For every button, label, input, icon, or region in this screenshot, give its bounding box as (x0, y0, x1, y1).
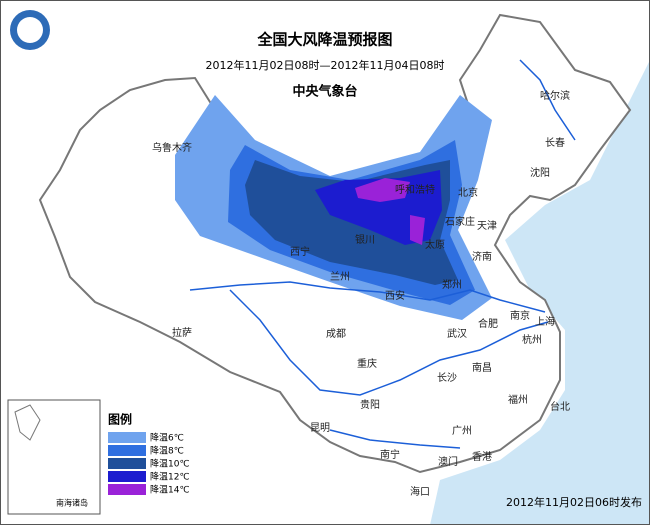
city-label: 武汉 (447, 327, 467, 340)
city-label: 合肥 (478, 317, 498, 330)
city-label: 乌鲁木齐 (152, 141, 192, 154)
city-label: 长春 (545, 137, 565, 149)
city-label: 石家庄 (445, 215, 475, 228)
city-label: 银川 (355, 233, 375, 246)
city-label: 南昌 (472, 361, 492, 374)
river (329, 429, 461, 449)
sea (430, 60, 650, 525)
city-label: 哈尔滨 (540, 89, 570, 102)
city-label: 福州 (508, 393, 528, 406)
release-time: 2012年11月02日06时发布 (506, 495, 642, 509)
rivers (189, 59, 576, 449)
legend-label: 降温12℃ (150, 471, 190, 483)
city-label: 南宁 (380, 448, 400, 461)
river (229, 289, 549, 396)
city-label: 天津 (477, 220, 497, 232)
inset-land (14, 404, 41, 441)
city-label: 济南 (472, 250, 492, 263)
city-label: 昆明 (310, 422, 330, 434)
city-label: 重庆 (357, 357, 377, 370)
title: 全国大风降温预报图 (256, 31, 392, 49)
city-label: 北京 (458, 186, 478, 199)
river (519, 59, 576, 141)
cooling-zones (175, 95, 492, 320)
river (189, 281, 546, 313)
legend-swatch (108, 484, 146, 495)
zone (355, 178, 425, 245)
city-label: 西宁 (290, 245, 310, 258)
city-label: 兰州 (330, 270, 350, 283)
city-label: 上海 (535, 315, 555, 328)
period: 2012年11月02日08时—2012年11月04日08时 (206, 58, 445, 72)
city-label: 成都 (326, 328, 346, 340)
legend-swatch (108, 445, 146, 456)
city-label: 长沙 (437, 372, 457, 384)
legend-label: 降温6℃ (150, 432, 184, 444)
city-label: 台北 (550, 400, 570, 413)
city-label: 郑州 (442, 278, 462, 291)
city-label: 呼和浩特 (395, 184, 435, 196)
legend-swatch (108, 471, 146, 482)
legend-label: 降温8℃ (150, 445, 184, 457)
city-label: 拉萨 (172, 326, 192, 339)
city-label: 广州 (452, 425, 472, 437)
city-label: 贵阳 (360, 398, 380, 411)
legend-swatch (108, 432, 146, 443)
city-label: 澳门 (438, 455, 458, 468)
agency: 中央气象台 (292, 84, 357, 100)
logo (17, 17, 43, 43)
legend-title: 图例 (108, 412, 132, 427)
city-label: 海口 (410, 485, 430, 498)
inset-label: 南海诸岛 (56, 498, 88, 508)
city-label: 沈阳 (530, 166, 550, 179)
city-label: 太原 (425, 238, 445, 251)
legend-swatch (108, 458, 146, 469)
city-label: 南京 (510, 309, 530, 322)
city-label: 杭州 (522, 333, 542, 346)
city-label: 香港 (472, 451, 492, 463)
legend-label: 降温14℃ (150, 484, 190, 496)
city-label: 西安 (385, 289, 405, 302)
legend-label: 降温10℃ (150, 458, 190, 470)
